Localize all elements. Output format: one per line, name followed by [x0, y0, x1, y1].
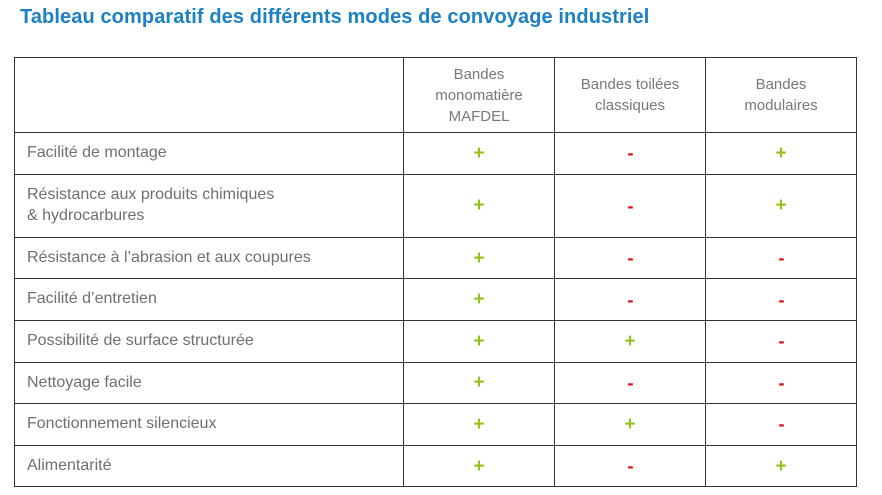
value-cell: -: [705, 361, 857, 405]
value-cell: -: [554, 132, 706, 175]
column-header-toilees: Bandes toilées classiques: [554, 57, 706, 133]
value-cell: +: [403, 236, 555, 280]
table-row: Résistance aux produits chimiques & hydr…: [14, 173, 857, 238]
value-cell: +: [403, 173, 555, 238]
row-label: Facilité de montage: [14, 132, 404, 175]
value-cell: -: [705, 319, 857, 363]
value-cell: +: [403, 444, 555, 488]
row-label: Alimentarité: [14, 444, 404, 488]
value-cell: +: [403, 278, 555, 321]
table-row: Alimentarité + - +: [14, 444, 857, 488]
row-label: Nettoyage facile: [14, 361, 404, 405]
value-cell: -: [554, 278, 706, 321]
table-row: Fonctionnement silencieux + + -: [14, 403, 857, 446]
value-cell: -: [554, 361, 706, 405]
column-header-mafdel: Bandes monomatière MAFDEL: [403, 57, 555, 133]
table-row: Résistance à l’abrasion et aux coupures …: [14, 236, 857, 280]
row-label: Possibilité de surface structurée: [14, 319, 404, 363]
row-label: Résistance à l’abrasion et aux coupures: [14, 236, 404, 280]
value-cell: +: [705, 173, 857, 238]
value-cell: +: [403, 403, 555, 446]
table-row: Facilité d’entretien + - -: [14, 278, 857, 321]
value-cell: +: [705, 132, 857, 175]
value-cell: -: [705, 403, 857, 446]
column-header-modulaires: Bandes modulaires: [705, 57, 857, 133]
row-label: Résistance aux produits chimiques & hydr…: [14, 173, 404, 238]
value-cell: -: [554, 173, 706, 238]
header-row: Bandes monomatière MAFDEL Bandes toilées…: [14, 57, 857, 133]
row-label: Facilité d’entretien: [14, 278, 404, 321]
comparison-table: Bandes monomatière MAFDEL Bandes toilées…: [14, 57, 857, 488]
value-cell: -: [554, 236, 706, 280]
table-row: Facilité de montage + - +: [14, 132, 857, 175]
value-cell: +: [554, 319, 706, 363]
value-cell: -: [705, 278, 857, 321]
table-row: Nettoyage facile + - -: [14, 361, 857, 405]
row-label: Fonctionnement silencieux: [14, 403, 404, 446]
corner-cell: [14, 57, 404, 133]
value-cell: +: [403, 319, 555, 363]
value-cell: +: [554, 403, 706, 446]
value-cell: -: [705, 236, 857, 280]
table-row: Possibilité de surface structurée + + -: [14, 319, 857, 363]
value-cell: +: [403, 132, 555, 175]
value-cell: +: [705, 444, 857, 488]
page-title: Tableau comparatif des différents modes …: [20, 6, 650, 28]
value-cell: -: [554, 444, 706, 488]
value-cell: +: [403, 361, 555, 405]
